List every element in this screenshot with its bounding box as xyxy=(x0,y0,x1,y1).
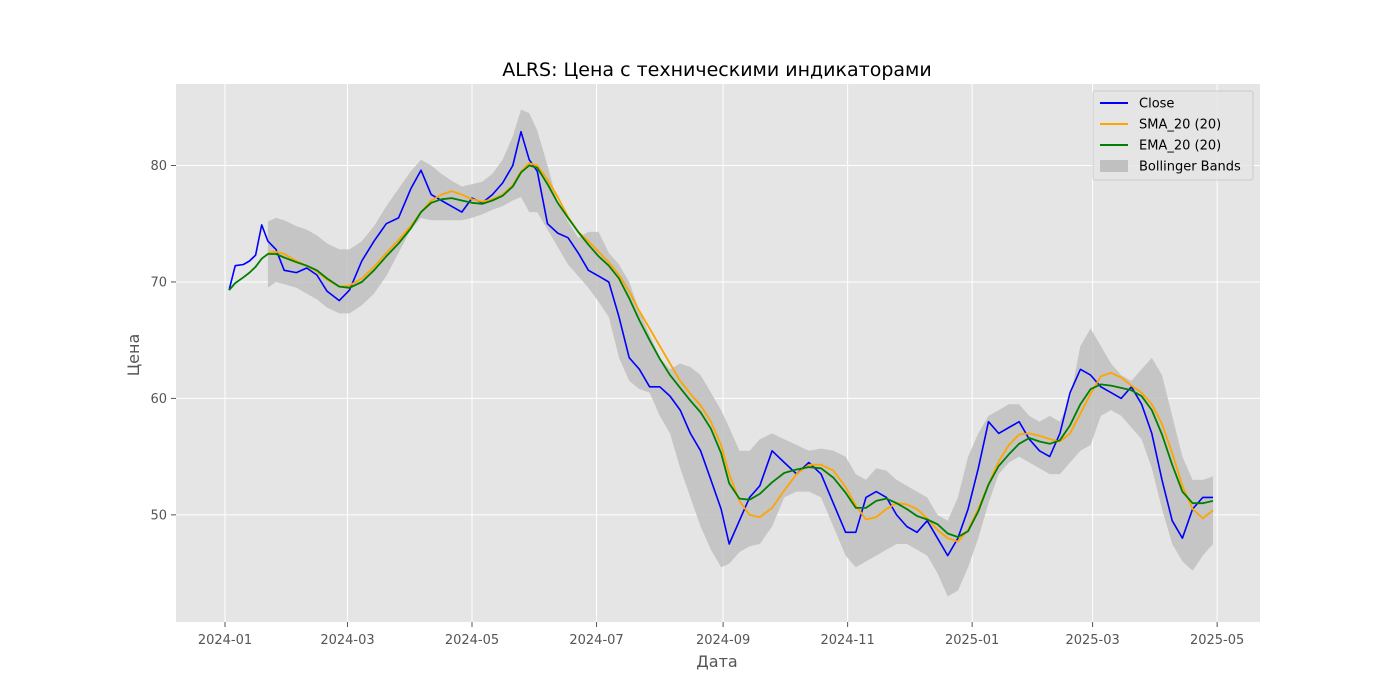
series-lines xyxy=(228,130,1214,557)
y-axis-label: Цена xyxy=(124,334,143,377)
axis-ticks: 2024-01 2024-03 2024-05 2024-07 2024-09 2024-… xyxy=(150,159,1244,648)
x-tick-label: 2025-03 xyxy=(1065,633,1119,648)
series-line-ema-20-20 xyxy=(228,164,1214,538)
legend-label: Bollinger Bands xyxy=(1139,160,1241,175)
legend-label: SMA_20 (20) xyxy=(1139,118,1221,133)
x-tick-label: 2024-07 xyxy=(569,633,623,648)
legend: Close SMA_20 (20) EMA_20 (20) Bollinger Ban… xyxy=(1092,90,1254,181)
x-tick-label: 2024-01 xyxy=(198,633,252,648)
y-tick-label: 80 xyxy=(150,159,167,174)
legend-swatch-band xyxy=(1100,160,1128,172)
x-tick-label: 2025-01 xyxy=(945,633,999,648)
x-tick-label: 2025-05 xyxy=(1190,633,1244,648)
legend-label: EMA_20 (20) xyxy=(1139,139,1221,154)
x-tick-label: 2024-03 xyxy=(320,633,374,648)
y-tick-label: 50 xyxy=(150,508,167,523)
legend-label: Close xyxy=(1139,97,1174,112)
chart-title: ALRS: Цена с техническими индикаторами xyxy=(502,59,931,81)
x-tick-label: 2024-05 xyxy=(445,633,499,648)
legend-frame xyxy=(1092,90,1254,181)
y-tick-label: 60 xyxy=(150,392,167,407)
series-line-close xyxy=(228,130,1213,557)
x-tick-label: 2024-11 xyxy=(820,633,874,648)
x-axis-label: Дата xyxy=(696,652,737,671)
x-tick-label: 2024-09 xyxy=(696,633,750,648)
y-tick-label: 70 xyxy=(150,275,167,290)
